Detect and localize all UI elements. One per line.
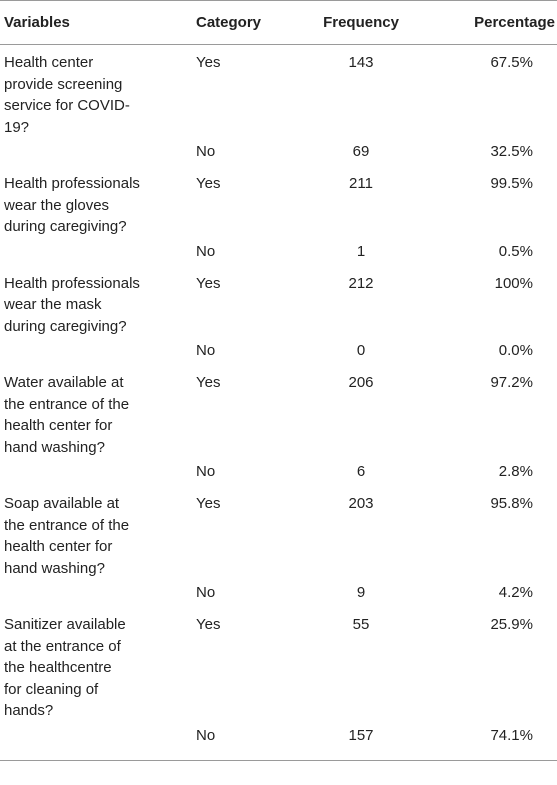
- variable-cell: [0, 579, 192, 607]
- category-cell: No: [196, 143, 216, 160]
- frequency-cell: 211: [349, 175, 373, 192]
- table-row: Health professionals wear the gloves dur…: [0, 166, 557, 238]
- category-cell: Yes: [196, 274, 221, 292]
- table-row: No 1 0.5%: [0, 238, 557, 266]
- frequency-cell: 212: [348, 274, 374, 292]
- category-cell: No: [196, 242, 216, 260]
- table-row: No 157 74.1%: [0, 721, 557, 761]
- variable-text: Health professionals wear the gloves dur…: [4, 175, 140, 235]
- frequency-cell: 55: [352, 616, 370, 633]
- percentage-cell: 25.9%: [490, 616, 533, 633]
- table-row: Health center provide screening service …: [0, 45, 557, 139]
- header-frequency: Frequency: [296, 0, 426, 45]
- frequency-cell: 157: [296, 721, 426, 761]
- frequency-cell: 69: [352, 143, 370, 160]
- category-cell: No: [196, 342, 216, 359]
- header-category: Category: [192, 0, 296, 45]
- header-percentage: Percentage: [426, 0, 557, 45]
- frequency-cell: 203: [348, 495, 374, 512]
- category-cell: No: [196, 584, 216, 601]
- table-header: Variables Category Frequency Percentage: [0, 0, 557, 45]
- header-variables: Variables: [0, 0, 192, 45]
- frequency-cell: 1: [356, 242, 366, 260]
- variable-cell: Health professionals wear the gloves dur…: [0, 166, 192, 238]
- percentage-cell: 99.5%: [490, 175, 533, 192]
- table-row: Water available at the entrance of the h…: [0, 365, 557, 458]
- variable-text: Sanitizer available at the entrance of t…: [4, 616, 126, 719]
- table-row: Soap available at the entrance of the he…: [0, 486, 557, 579]
- table-row: Sanitizer available at the entrance of t…: [0, 607, 557, 722]
- percentage-cell: 4.2%: [498, 584, 533, 601]
- data-table: Variables Category Frequency Percentage …: [0, 0, 557, 761]
- table-row: No 0 0.0%: [0, 337, 557, 365]
- variable-cell: Health center provide screening service …: [0, 45, 192, 139]
- percentage-cell: 2.8%: [498, 463, 533, 480]
- table-row: No 69 32.5%: [0, 138, 557, 166]
- variable-cell: [0, 458, 192, 486]
- variable-cell: [0, 238, 192, 266]
- variable-text: Soap available at the entrance of the he…: [4, 495, 130, 577]
- table-body: Health center provide screening service …: [0, 45, 557, 761]
- variable-text: Water available at the entrance of the h…: [4, 374, 130, 456]
- category-cell: Yes: [196, 374, 221, 391]
- variable-cell: [0, 138, 192, 166]
- variable-cell: [0, 337, 192, 365]
- variable-cell: Soap available at the entrance of the he…: [0, 486, 192, 579]
- percentage-cell: 97.2%: [490, 374, 533, 391]
- variable-cell: [0, 721, 192, 761]
- data-table-container: Variables Category Frequency Percentage …: [0, 0, 557, 761]
- frequency-cell: 6: [356, 463, 366, 480]
- category-cell: Yes: [196, 175, 221, 192]
- percentage-cell: 0.5%: [498, 242, 533, 260]
- frequency-cell: 9: [356, 584, 366, 601]
- percentage-cell: 32.5%: [490, 143, 533, 160]
- category-cell: No: [192, 721, 296, 761]
- percentage-cell: 0.0%: [498, 342, 533, 359]
- frequency-cell: 0: [356, 342, 366, 359]
- table-row: No 6 2.8%: [0, 458, 557, 486]
- variable-cell: Water available at the entrance of the h…: [0, 365, 192, 458]
- variable-cell: Health professionals wear the mask durin…: [0, 266, 192, 338]
- variable-text: Health center provide screening service …: [4, 54, 130, 136]
- variable-cell: Sanitizer available at the entrance of t…: [0, 607, 192, 722]
- percentage-cell: 100%: [494, 274, 533, 292]
- category-cell: Yes: [196, 495, 221, 512]
- category-cell: No: [196, 463, 216, 480]
- category-cell: Yes: [196, 54, 221, 71]
- frequency-cell: 206: [348, 374, 374, 391]
- variable-text: Health professionals wear the mask durin…: [4, 274, 140, 335]
- table-header-row: Variables Category Frequency Percentage: [0, 0, 557, 45]
- category-cell: Yes: [196, 616, 221, 633]
- table-row: No 9 4.2%: [0, 579, 557, 607]
- percentage-cell: 67.5%: [490, 54, 533, 71]
- frequency-cell: 143: [348, 54, 374, 71]
- table-row: Health professionals wear the mask durin…: [0, 266, 557, 338]
- percentage-cell: 95.8%: [490, 495, 533, 512]
- percentage-cell: 74.1%: [426, 721, 557, 761]
